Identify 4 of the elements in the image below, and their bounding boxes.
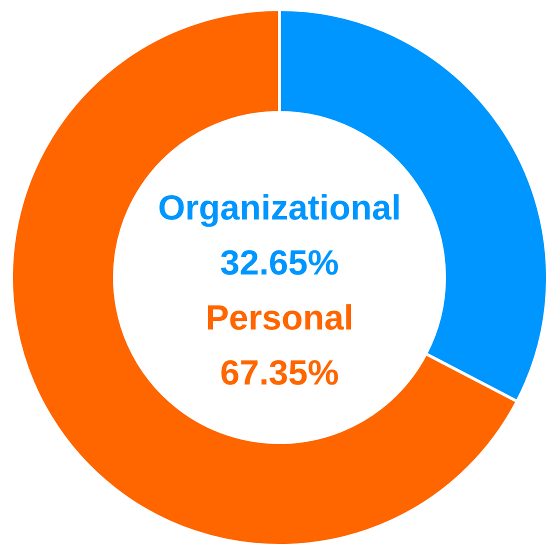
slice-label: Organizational [158, 188, 402, 228]
slice-label: Personal [206, 298, 354, 338]
data-label: 67.35% [220, 354, 339, 392]
data-label: 32.65% [220, 244, 339, 282]
